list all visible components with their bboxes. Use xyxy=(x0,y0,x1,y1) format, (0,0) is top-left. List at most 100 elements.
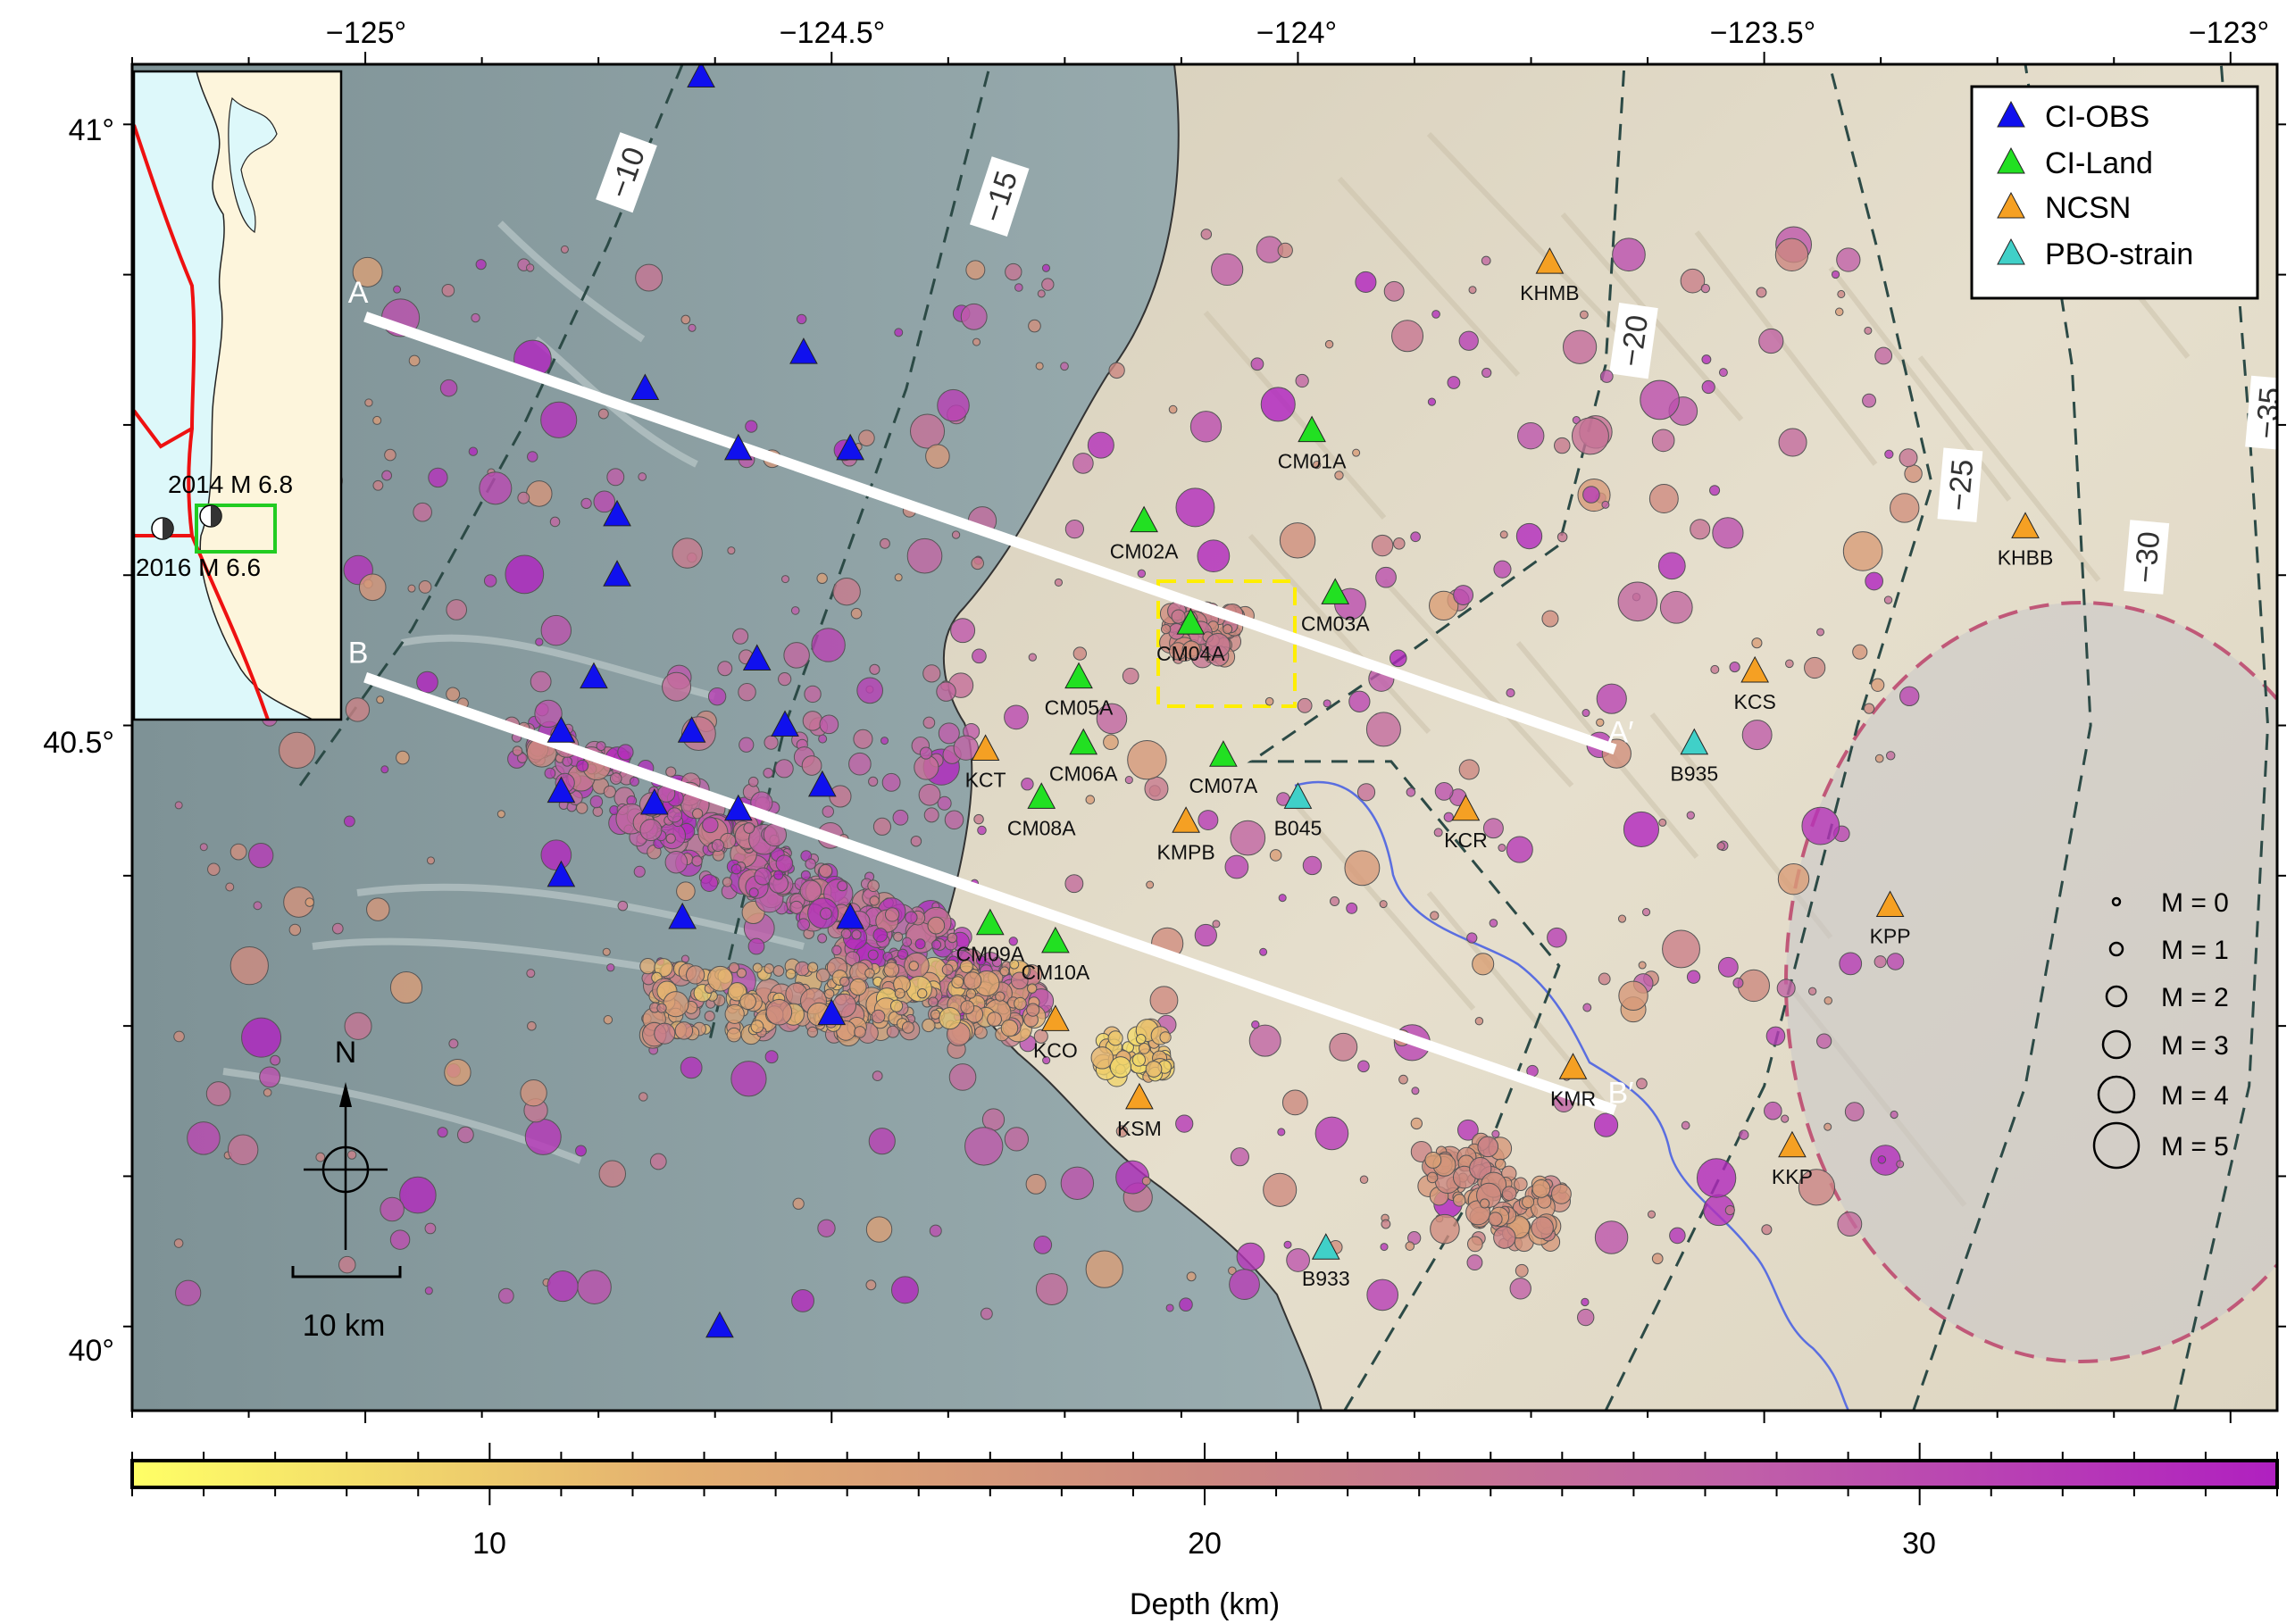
earthquake-event xyxy=(1014,996,1027,1011)
earthquake-event xyxy=(247,842,274,869)
earthquake-event xyxy=(692,808,704,820)
earthquake-event xyxy=(609,772,622,785)
station-icon xyxy=(1740,655,1770,683)
earthquake-event xyxy=(1499,530,1508,539)
earthquake-event xyxy=(199,843,208,852)
earthquake-event xyxy=(944,810,964,830)
earthquake-event xyxy=(1764,1101,1782,1120)
earthquake-event xyxy=(728,962,740,974)
earthquake-event xyxy=(1458,759,1480,780)
earthquake-event xyxy=(376,695,385,704)
earthquake-event xyxy=(730,1061,767,1097)
earthquake-event xyxy=(205,1081,231,1106)
earthquake-event xyxy=(885,907,900,922)
earthquake-event xyxy=(980,1307,993,1320)
obs-station-icon xyxy=(580,662,608,689)
earthquake-event xyxy=(831,945,842,956)
earthquake-event xyxy=(380,765,389,774)
earthquake-event xyxy=(947,932,958,944)
earthquake-event xyxy=(905,911,918,924)
contour-label: −35 xyxy=(2245,375,2277,451)
earthquake-event xyxy=(1681,1120,1690,1130)
earthquake-event xyxy=(1531,1216,1554,1239)
earthquake-event xyxy=(1839,952,1863,976)
earthquake-event xyxy=(1890,1110,1899,1120)
earthquake-event xyxy=(1410,1117,1423,1130)
earthquake-event xyxy=(603,1015,613,1025)
earthquake-event xyxy=(894,573,903,582)
earthquake-event xyxy=(1330,895,1340,907)
earthquake-event xyxy=(1493,1226,1516,1249)
earthquake-event xyxy=(399,1176,437,1214)
earthquake-event xyxy=(1596,718,1605,727)
obs-station-icon xyxy=(603,560,631,587)
station-label: B935 xyxy=(1670,762,1718,786)
station-icon xyxy=(1321,578,1350,604)
earthquake-event xyxy=(1517,421,1545,450)
earthquake-event xyxy=(617,744,634,761)
stations: CM01A CM02A CM03A CM04A CM05A CM06A CM07A CM08A… xyxy=(956,247,2053,1290)
earthquake-event xyxy=(1716,841,1725,851)
earthquake-event xyxy=(448,1038,459,1049)
earthquake-event xyxy=(1593,1112,1619,1137)
earthquake-event xyxy=(869,663,880,675)
earthquake-event xyxy=(173,1030,185,1043)
earthquake-event xyxy=(839,976,850,987)
earthquake-event xyxy=(919,746,933,760)
earthquake-event xyxy=(1466,932,1478,944)
earthquake-event xyxy=(886,1025,899,1038)
contour-label: −30 xyxy=(2124,520,2170,595)
earthquake-event xyxy=(1072,453,1094,474)
earthquake-event xyxy=(1000,1019,1019,1037)
earthquake-event xyxy=(1514,1177,1528,1191)
earthquake-event xyxy=(416,670,438,694)
earthquake-event xyxy=(1623,811,1660,848)
earthquake-event xyxy=(1581,709,1590,718)
earthquake-event xyxy=(676,881,696,902)
earthquake-event xyxy=(1659,590,1693,624)
station-icon xyxy=(975,908,1005,936)
earthquake-event xyxy=(639,958,656,975)
earthquake-event xyxy=(1264,696,1274,706)
earthquake-event xyxy=(1582,486,1600,504)
obs-station-icon xyxy=(836,433,864,461)
earthquake-event xyxy=(1718,368,1728,378)
obs-station-icon xyxy=(677,716,706,743)
earthquake-event xyxy=(1899,686,1920,707)
earthquake-event xyxy=(987,1012,1002,1028)
station-icon xyxy=(1875,890,1905,917)
earthquake-event xyxy=(1278,894,1287,903)
earthquake-event xyxy=(1236,1242,1265,1271)
earthquake-event xyxy=(1852,644,1868,660)
earthquake-event xyxy=(1579,310,1589,320)
earthquake-event xyxy=(577,1270,612,1304)
legend-ncsn-label: NCSN xyxy=(2045,191,2131,225)
earthquake-event xyxy=(965,988,977,999)
earthquake-event xyxy=(225,882,235,892)
earthquake-event xyxy=(517,491,530,504)
earthquake-event xyxy=(1144,776,1169,801)
station-label: KCS xyxy=(1734,690,1776,713)
earthquake-event xyxy=(1277,242,1293,259)
earthquake-event xyxy=(540,401,578,438)
legend-pbo-label: PBO-strain xyxy=(2045,237,2193,271)
earthquake-event xyxy=(187,1121,221,1155)
earthquake-event xyxy=(1194,923,1217,947)
earthquake-event xyxy=(1410,531,1421,543)
earthquake-event xyxy=(456,1126,474,1144)
earthquake-event xyxy=(960,303,988,330)
obs-station-icon xyxy=(639,787,669,815)
earthquake-event xyxy=(547,1270,579,1303)
station-icon xyxy=(971,734,1000,761)
earthquake-event xyxy=(1381,1219,1391,1229)
earthquake-event xyxy=(1658,818,1667,827)
earthquake-event xyxy=(1798,1169,1836,1206)
earthquake-event xyxy=(1551,1183,1572,1204)
obs-station-icon xyxy=(547,776,576,804)
earthquake-event xyxy=(1064,520,1085,539)
earthquake-event xyxy=(540,839,572,871)
earthquake-event xyxy=(1541,610,1559,628)
mag-label: M = 0 xyxy=(2161,888,2229,918)
profile-start-label: B xyxy=(348,637,369,670)
earthquake-event xyxy=(174,801,183,810)
